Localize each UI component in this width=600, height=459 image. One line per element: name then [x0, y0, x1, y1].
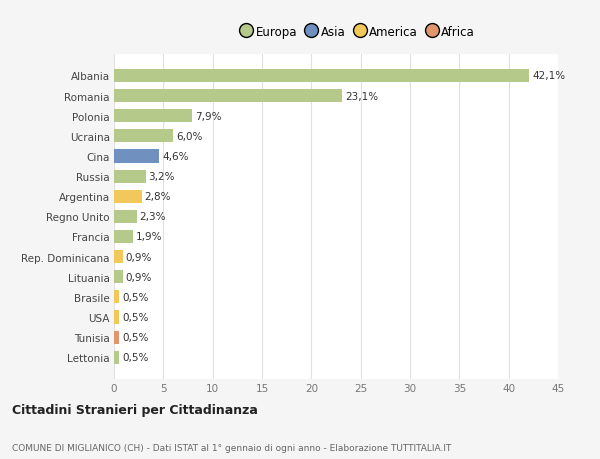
Bar — [114, 130, 173, 143]
Text: Cittadini Stranieri per Cittadinanza: Cittadini Stranieri per Cittadinanza — [12, 403, 258, 416]
Bar — [114, 210, 137, 224]
Text: 7,9%: 7,9% — [195, 112, 221, 122]
Text: COMUNE DI MIGLIANICO (CH) - Dati ISTAT al 1° gennaio di ogni anno - Elaborazione: COMUNE DI MIGLIANICO (CH) - Dati ISTAT a… — [12, 443, 451, 452]
Text: 0,5%: 0,5% — [122, 332, 148, 342]
Bar — [114, 271, 123, 284]
Text: 0,9%: 0,9% — [126, 272, 152, 282]
Text: 0,5%: 0,5% — [122, 312, 148, 322]
Bar — [114, 110, 192, 123]
Text: 0,9%: 0,9% — [126, 252, 152, 262]
Text: 42,1%: 42,1% — [532, 71, 565, 81]
Legend: Europa, Asia, America, Africa: Europa, Asia, America, Africa — [238, 22, 479, 42]
Text: 0,5%: 0,5% — [122, 353, 148, 363]
Bar — [114, 190, 142, 203]
Bar — [114, 331, 119, 344]
Bar — [114, 291, 119, 304]
Text: 23,1%: 23,1% — [345, 91, 378, 101]
Text: 1,9%: 1,9% — [136, 232, 162, 242]
Text: 2,3%: 2,3% — [140, 212, 166, 222]
Bar — [114, 90, 342, 103]
Text: 2,8%: 2,8% — [145, 192, 171, 202]
Text: 3,2%: 3,2% — [149, 172, 175, 182]
Bar — [114, 351, 119, 364]
Bar — [114, 311, 119, 324]
Bar — [114, 230, 133, 243]
Bar — [114, 251, 123, 263]
Bar — [114, 70, 529, 83]
Text: 6,0%: 6,0% — [176, 132, 203, 141]
Bar — [114, 150, 160, 163]
Text: 4,6%: 4,6% — [163, 151, 189, 162]
Text: 0,5%: 0,5% — [122, 292, 148, 302]
Bar — [114, 170, 146, 183]
